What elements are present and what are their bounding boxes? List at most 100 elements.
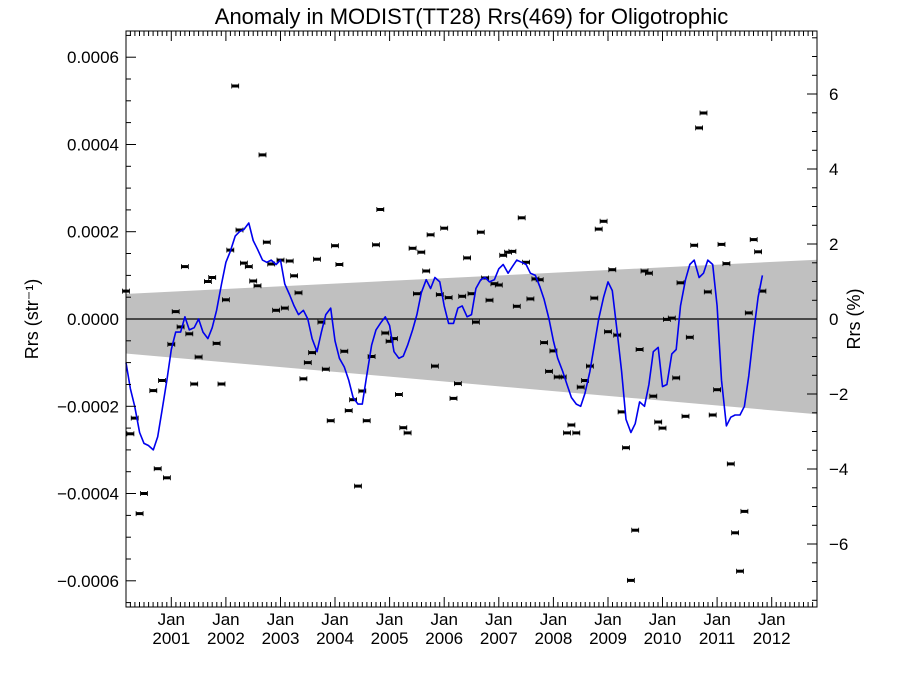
- data-point: [567, 422, 576, 428]
- data-point: [540, 340, 548, 346]
- data-point: [403, 430, 412, 436]
- data-point: [167, 341, 176, 347]
- data-point: [190, 381, 199, 387]
- data-point: [180, 264, 189, 270]
- y-tick-label-right: −4: [829, 460, 848, 479]
- data-point: [594, 226, 603, 232]
- y-tick-label-left: −0.0002: [57, 397, 119, 416]
- data-point: [153, 466, 162, 472]
- anomaly-line: [125, 222, 764, 451]
- data-point: [358, 388, 367, 394]
- data-point: [203, 279, 212, 284]
- x-tick-label-year: 2001: [152, 629, 190, 648]
- data-point: [627, 577, 635, 583]
- data-point: [272, 307, 281, 313]
- data-point: [394, 392, 403, 397]
- data-point: [586, 363, 594, 369]
- x-tick-label-year: 2002: [207, 629, 245, 648]
- anomaly-points: [122, 83, 767, 583]
- data-point: [290, 273, 299, 279]
- data-point: [280, 305, 289, 311]
- data-point: [458, 293, 467, 299]
- data-point: [194, 354, 203, 360]
- data-point: [162, 475, 171, 481]
- data-point: [622, 445, 630, 451]
- data-point: [731, 530, 739, 536]
- data-point: [699, 110, 708, 116]
- data-point: [453, 381, 462, 387]
- data-point: [340, 348, 349, 354]
- data-point: [635, 347, 644, 352]
- x-tick-label-year: 2011: [699, 629, 736, 648]
- data-point: [658, 425, 667, 431]
- x-tick-label-year: 2009: [589, 629, 627, 648]
- data-point: [212, 340, 221, 346]
- data-point: [399, 425, 408, 431]
- data-point: [463, 255, 472, 261]
- x-tick-label-month: Jan: [703, 610, 730, 629]
- x-tick-label-year: 2012: [753, 629, 791, 648]
- data-point: [726, 461, 735, 467]
- y-axis-label-left: Rrs (str⁻¹): [22, 279, 42, 359]
- data-point: [744, 310, 753, 316]
- data-point: [749, 237, 758, 243]
- y-tick-label-right: −2: [829, 385, 848, 404]
- data-point: [471, 319, 480, 325]
- data-point: [217, 381, 226, 387]
- y-tick-label-right: 0: [829, 310, 838, 329]
- data-point: [285, 258, 294, 264]
- data-point: [558, 374, 567, 380]
- data-point: [176, 324, 185, 330]
- data-point: [171, 309, 180, 315]
- data-point: [654, 419, 663, 425]
- x-tick-label-month: Jan: [758, 610, 785, 629]
- data-point: [722, 261, 731, 267]
- data-point: [253, 283, 262, 289]
- data-point: [430, 363, 439, 369]
- x-tick-label-year: 2004: [316, 629, 354, 648]
- y-tick-label-right: 6: [829, 85, 838, 104]
- data-point: [440, 225, 449, 231]
- data-point: [294, 290, 303, 296]
- data-point: [608, 267, 617, 273]
- data-point: [208, 275, 217, 280]
- data-point: [244, 264, 253, 270]
- data-point: [367, 354, 376, 359]
- data-point: [517, 215, 526, 221]
- data-point: [422, 268, 431, 274]
- y-tick-label-right: 4: [829, 160, 838, 179]
- data-point: [754, 249, 762, 255]
- y-tick-label-right: 2: [829, 235, 838, 254]
- y-tick-label-left: 0.0004: [67, 136, 119, 155]
- y-tick-label-left: −0.0004: [57, 485, 119, 504]
- data-point: [485, 297, 494, 303]
- data-point: [690, 242, 699, 248]
- y-tick-label-right: −6: [829, 535, 848, 554]
- data-point: [667, 315, 676, 321]
- data-point: [695, 125, 703, 131]
- chart-title: Anomaly in MODIST(TT28) Rrs(469) for Oli…: [215, 4, 728, 29]
- data-point: [313, 256, 321, 262]
- data-point: [508, 248, 517, 254]
- data-point: [249, 278, 258, 284]
- data-point: [376, 207, 385, 212]
- x-tick-label-year: 2005: [371, 629, 409, 648]
- data-point: [335, 262, 344, 267]
- data-point: [239, 260, 248, 266]
- x-tick-label-month: Jan: [430, 610, 457, 629]
- data-point: [576, 384, 585, 390]
- data-point: [390, 336, 398, 342]
- data-point: [545, 368, 553, 374]
- data-point: [631, 527, 640, 533]
- data-point: [262, 239, 271, 245]
- data-point: [426, 232, 435, 238]
- x-tick-label-month: Jan: [649, 610, 676, 629]
- x-tick-label-month: Jan: [267, 610, 294, 629]
- data-point: [590, 295, 599, 301]
- data-point: [494, 282, 503, 288]
- data-point: [221, 297, 230, 303]
- data-point: [645, 270, 653, 276]
- data-point: [126, 431, 135, 437]
- data-point: [321, 366, 330, 372]
- data-point: [713, 387, 721, 393]
